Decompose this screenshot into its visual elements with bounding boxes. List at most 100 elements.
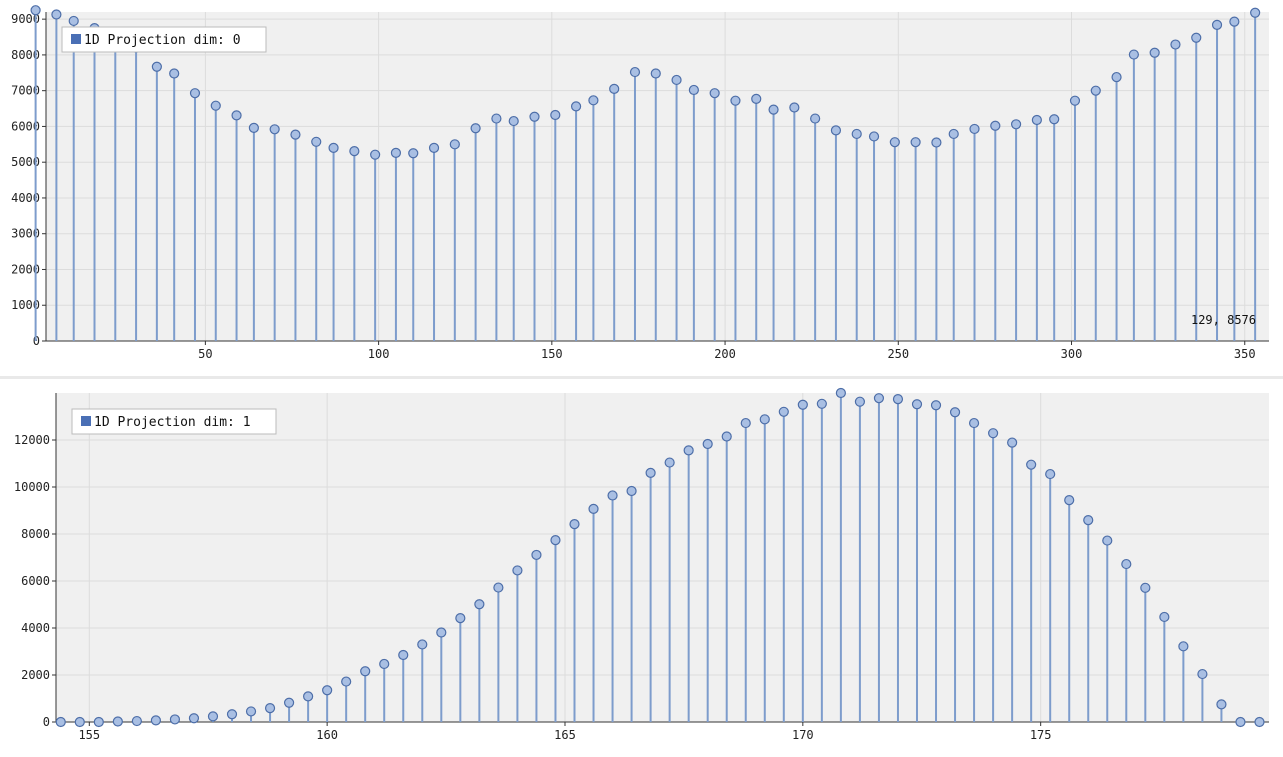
data-point [491,113,502,124]
data-point [379,658,390,670]
data-point [645,467,656,479]
x-tick-label: 50 [198,347,212,361]
x-tick-label: 160 [316,728,338,742]
data-point [508,115,519,127]
data-point [1128,49,1139,60]
data-point [283,697,295,708]
stem-chart-dim1[interactable]: 0 2000 4000 6000 8000 10000 12000 155 160 165 170 1… [0,379,1283,757]
x-tick-label: 350 [1234,347,1256,361]
plot-area [46,12,1269,341]
data-point [248,122,259,133]
data-point [873,393,885,404]
x-tick-label: 170 [792,728,814,742]
data-point [1254,716,1265,728]
chart-panel-dim0[interactable]: 0100020003000400050006000700080009000501… [0,0,1283,376]
data-point [112,716,123,727]
data-point [1083,515,1094,526]
data-point [889,137,900,148]
x-tick-label: 165 [554,728,576,742]
data-point [1045,468,1056,480]
y-tick-label: 12000 [14,433,50,447]
data-point [360,666,371,677]
data-point [1111,71,1122,83]
data-point [1149,47,1160,58]
data-point [1121,558,1132,570]
data-point [290,129,301,140]
data-point [1026,459,1037,470]
data-point [948,128,959,140]
data-point [231,110,242,121]
plot-area [56,393,1269,722]
data-point [1140,582,1151,593]
data-point [550,535,561,546]
y-tick-label: 2000 [11,262,40,276]
x-tick-label: 150 [541,347,563,361]
data-point [341,676,352,687]
data-point [512,565,523,576]
y-tick-label: 4000 [11,191,40,205]
y-tick-label: 7000 [11,84,40,98]
data-point [607,490,618,501]
stem-chart-dim0[interactable]: 0100020003000400050006000700080009000501… [0,0,1283,376]
y-tick-label: 0 [43,715,50,729]
data-point [131,715,142,727]
data-point [868,131,880,142]
x-tick-label: 175 [1030,728,1052,742]
data-point [51,9,62,20]
y-tick-label: 3000 [11,227,40,241]
data-point [398,649,409,661]
data-point [768,104,779,115]
data-point [189,88,201,99]
data-point [150,715,161,726]
data-point [990,120,1001,131]
data-point [311,136,322,147]
y-tick-label: 5000 [11,155,40,169]
legend-box [71,408,277,435]
chart-panel-dim1[interactable]: 0 2000 4000 6000 8000 10000 12000 155 160 165 170 1… [0,376,1283,757]
data-point [169,68,180,79]
data-point [30,5,41,16]
data-point [931,137,942,148]
legend-dim1: 1D Projection dim: 1 [71,408,277,435]
data-point [910,137,921,148]
data-point [1197,668,1208,680]
coordinate-readout: 129, 8576 [1191,313,1256,327]
data-point [1191,32,1202,43]
y-tick-label: 2000 [21,668,50,682]
legend-swatch [71,34,81,44]
data-point [730,95,741,106]
data-point [470,123,481,134]
data-point [688,84,699,96]
data-point [702,438,713,450]
data-point [531,549,542,561]
data-point [569,519,580,530]
x-tick-label: 100 [368,347,390,361]
y-tick-label: 9000 [11,12,40,26]
data-point [835,387,846,399]
data-point [449,139,460,150]
x-tick-label: 250 [887,347,909,361]
data-point [949,407,961,418]
data-point [609,83,620,94]
data-point [911,399,923,410]
data-point [789,102,800,113]
x-tick-label: 200 [714,347,736,361]
data-point [529,111,540,122]
data-point [1170,39,1181,50]
data-point [74,716,85,728]
data-point [650,68,661,79]
data-point [55,716,66,728]
x-tick-label: 300 [1061,347,1083,361]
data-point [683,445,694,456]
data-point [968,417,980,429]
data-point [1090,85,1101,96]
data-point [1069,95,1081,106]
data-point [1007,437,1018,448]
data-point [188,713,200,724]
y-tick-label: 6000 [11,119,40,133]
data-point [1102,535,1113,546]
y-tick-label: 10000 [14,480,50,494]
legend-label: 1D Projection dim: 1 [94,415,251,430]
data-point [664,457,675,468]
data-point [93,716,104,728]
